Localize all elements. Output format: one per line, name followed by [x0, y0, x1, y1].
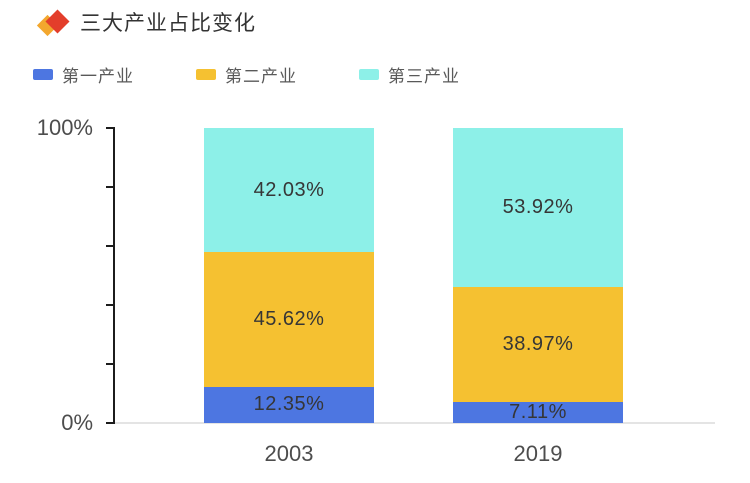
y-axis-min-label: 0% [61, 410, 93, 435]
double-diamond-icon [36, 8, 74, 40]
bar-segment-第一产业: 12.35% [204, 386, 374, 423]
y-axis-max-label: 100% [36, 115, 93, 140]
stacked-bar-2019: 7.11% 38.97% 53.92% 2019 [453, 128, 623, 466]
legend-label-secondary: 第二产业 [225, 67, 297, 86]
value-label: 45.62% [253, 307, 325, 330]
legend-swatch-tertiary [359, 69, 379, 80]
legend-item-secondary: 第二产业 [196, 62, 297, 87]
value-label: 42.03% [253, 178, 325, 201]
bar-segment-第二产业: 38.97% [453, 287, 623, 403]
y-axis-tick [106, 186, 115, 188]
bar-segment-第三产业: 42.03% [204, 128, 374, 252]
stacked-bar-2003: 12.35% 45.62% 42.03% 2003 [204, 128, 374, 466]
y-axis-tick [106, 304, 115, 306]
value-label: 53.92% [502, 196, 574, 219]
legend-swatch-primary [33, 69, 53, 80]
plot-area: 100% 0% 12.35% 45.62% 42.03% 2003 7.11% 38.97… [37, 115, 715, 466]
chart-title-row: 三大产业占比变化 [36, 8, 256, 40]
y-axis-line [113, 128, 115, 423]
value-label: 7.11% [509, 401, 567, 424]
legend-item-primary: 第一产业 [33, 62, 134, 87]
y-axis-tick [106, 245, 115, 247]
x-axis-baseline [115, 422, 715, 424]
value-label: 12.35% [253, 393, 325, 416]
legend-label-primary: 第一产业 [62, 67, 134, 86]
x-axis-category-label: 2003 [264, 441, 314, 466]
bar-segment-第三产业: 53.92% [453, 128, 623, 288]
y-axis-tick [106, 422, 115, 424]
legend: 第一产业 第二产业 第三产业 [33, 62, 522, 87]
x-axis-category-label: 2019 [513, 441, 563, 466]
legend-swatch-secondary [196, 69, 216, 80]
value-label: 38.97% [502, 333, 574, 356]
y-axis-tick [106, 363, 115, 365]
bar-segment-第二产业: 45.62% [204, 252, 374, 387]
legend-label-tertiary: 第三产业 [388, 67, 460, 86]
chart-title: 三大产业占比变化 [80, 12, 256, 35]
y-axis-tick [106, 127, 115, 129]
bar-segment-第一产业: 7.11% [453, 401, 623, 424]
legend-item-tertiary: 第三产业 [359, 62, 460, 87]
